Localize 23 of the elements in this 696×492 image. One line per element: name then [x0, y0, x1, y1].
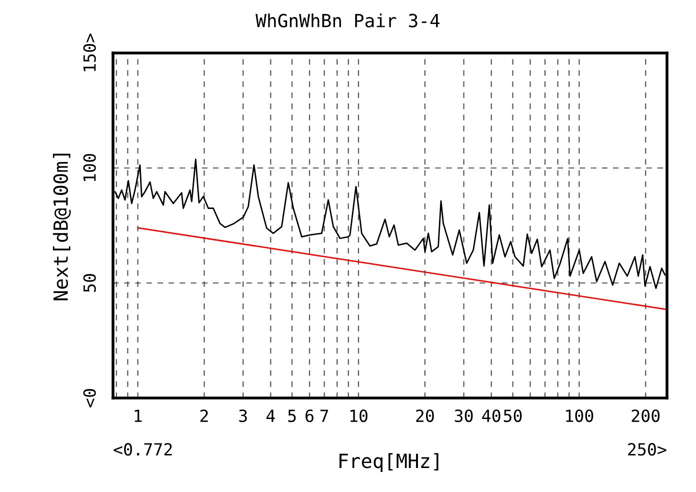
x-tick-label: 7 [320, 410, 328, 422]
y-tick-label: 100 [83, 154, 96, 182]
x-tick-label: 3 [239, 409, 247, 422]
x-tick-label: 1 [134, 410, 142, 422]
x-tick-label: 200 [632, 409, 660, 422]
x-tick-label: 100 [566, 409, 594, 422]
x-tick-label: 6 [306, 409, 314, 422]
y-tick-label: <0 [83, 389, 96, 408]
text: 250> [628, 443, 666, 456]
x-tick-label: 4 [266, 410, 275, 422]
x-tick-label: 50 [504, 409, 522, 422]
text: <0.772 [114, 443, 172, 456]
y-axis-title: Next[dB@100m] [52, 154, 71, 300]
x-tick-label: 10 [350, 409, 368, 422]
x-tick-label: 20 [416, 409, 434, 422]
y-tick-label: 50 [83, 274, 96, 292]
x-tick-label: 30 [454, 409, 473, 422]
x-axis-title: Freq[MHz] [340, 453, 438, 472]
y-tick-label: 150> [83, 34, 96, 72]
chart-title: WhGnWhBn Pair 3-4 [256, 13, 440, 28]
x-tick-label: 5 [288, 410, 296, 422]
x-tick-label: 2 [200, 409, 208, 422]
x-tick-label: 40 [482, 409, 500, 422]
